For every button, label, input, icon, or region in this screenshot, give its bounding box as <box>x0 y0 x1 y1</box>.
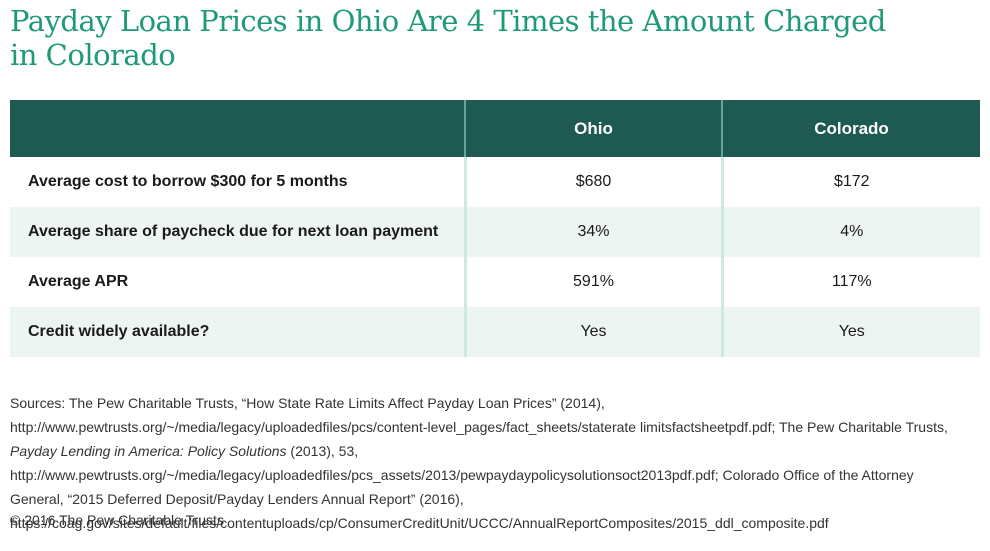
comparison-table: Ohio Colorado Average cost to borrow $30… <box>10 100 980 357</box>
sources-text-part1: Sources: The Pew Charitable Trusts, “How… <box>10 395 948 435</box>
row-label: Average share of paycheck due for next l… <box>10 207 467 257</box>
colorado-value: Yes <box>722 307 980 357</box>
row-label: Credit widely available? <box>10 307 467 357</box>
column-header-colorado: Colorado <box>722 100 980 157</box>
colorado-value: $172 <box>833 173 870 190</box>
colorado-value: 117% <box>831 273 872 290</box>
ohio-value: 34% <box>465 207 724 257</box>
table-row: Average share of paycheck due for next l… <box>10 207 980 257</box>
table-header-row: Ohio Colorado <box>10 100 980 157</box>
ohio-value: 591% <box>465 257 724 307</box>
sources-italic-title: Payday Lending in America: Policy Soluti… <box>10 443 287 459</box>
ohio-value: Yes <box>465 307 724 357</box>
column-header-label <box>10 100 466 157</box>
row-label: Average cost to borrow $300 for 5 months <box>10 157 467 207</box>
table-row: Credit widely available? Yes Yes <box>10 307 980 357</box>
column-header-ohio: Ohio <box>465 100 723 157</box>
table-row: Average cost to borrow $300 for 5 months… <box>10 157 980 207</box>
colorado-value: 4% <box>722 207 980 257</box>
row-label: Average APR <box>10 257 467 307</box>
ohio-value: $680 <box>465 157 724 207</box>
copyright-notice: © 2016 The Pew Charitable Trusts <box>10 512 224 528</box>
table-row: Average APR 591% 117% <box>10 257 980 307</box>
sources-text-part2: (2013), 53, http://www.pewtrusts.org/~/m… <box>10 443 914 531</box>
sources-note: Sources: The Pew Charitable Trusts, “How… <box>10 391 970 535</box>
page-title: Payday Loan Prices in Ohio Are 4 Times t… <box>10 4 886 72</box>
